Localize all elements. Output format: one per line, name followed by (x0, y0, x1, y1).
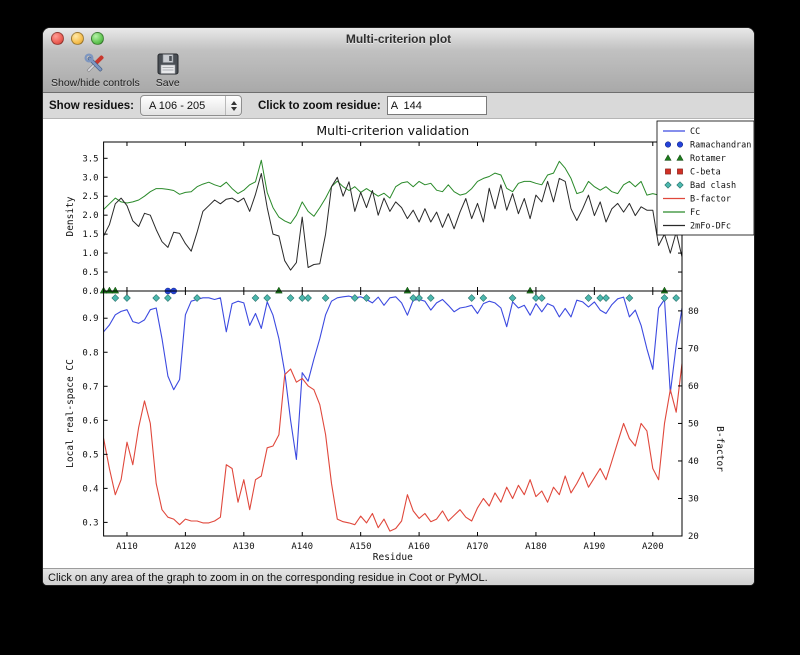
svg-text:A200: A200 (642, 542, 664, 552)
svg-text:A180: A180 (525, 542, 547, 552)
title-bar[interactable]: Multi-criterion plot (43, 28, 754, 50)
toolbar-divider (43, 92, 754, 93)
svg-text:A110: A110 (116, 542, 138, 552)
svg-text:Ramachandran: Ramachandran (690, 141, 751, 151)
svg-text:0.9: 0.9 (82, 314, 98, 324)
svg-text:CC: CC (690, 127, 700, 137)
svg-text:Multi-criterion validation: Multi-criterion validation (316, 123, 469, 138)
svg-text:0.8: 0.8 (82, 348, 98, 358)
toolbar: Show/hide controls Save (43, 49, 754, 92)
svg-text:Density: Density (65, 196, 76, 236)
show-residues-popup[interactable]: A 106 - 205 (140, 95, 242, 116)
floppy-disk-icon (154, 51, 182, 77)
svg-text:A150: A150 (350, 542, 372, 552)
svg-text:40: 40 (688, 457, 699, 467)
status-bar: Click on any area of the graph to zoom i… (43, 568, 754, 585)
show-hide-controls-label: Show/hide controls (51, 77, 140, 89)
svg-text:Bad clash: Bad clash (690, 181, 736, 191)
svg-text:60: 60 (688, 382, 699, 392)
tools-icon (81, 51, 109, 77)
popup-stepper-icon (225, 96, 241, 115)
svg-text:0.7: 0.7 (82, 382, 98, 392)
svg-text:0.3: 0.3 (82, 518, 98, 528)
svg-text:0.0: 0.0 (82, 287, 98, 297)
minimize-button[interactable] (71, 32, 84, 45)
svg-text:1.5: 1.5 (82, 230, 98, 240)
controls-bar: Show residues: A 106 - 205 Click to zoom… (43, 93, 754, 119)
show-residues-value: A 106 - 205 (149, 99, 206, 112)
svg-text:2.0: 2.0 (82, 211, 98, 221)
svg-text:Fc: Fc (690, 208, 700, 218)
svg-text:0.5: 0.5 (82, 450, 98, 460)
svg-text:A160: A160 (408, 542, 430, 552)
svg-text:A140: A140 (291, 542, 313, 552)
svg-text:Rotamer: Rotamer (690, 154, 726, 164)
svg-text:70: 70 (688, 344, 699, 354)
svg-text:30: 30 (688, 494, 699, 504)
zoom-residue-label: Click to zoom residue: (258, 99, 381, 112)
svg-text:Residue: Residue (373, 552, 413, 563)
svg-text:3.5: 3.5 (82, 154, 98, 164)
svg-text:A120: A120 (175, 542, 197, 552)
svg-text:1.0: 1.0 (82, 249, 98, 259)
save-label: Save (155, 77, 180, 89)
svg-text:0.6: 0.6 (82, 416, 98, 426)
status-text: Click on any area of the graph to zoom i… (48, 572, 488, 584)
close-button[interactable] (51, 32, 64, 45)
svg-text:Local real-space CC: Local real-space CC (65, 359, 76, 468)
svg-text:A170: A170 (467, 542, 489, 552)
svg-text:0.5: 0.5 (82, 268, 98, 278)
svg-text:3.0: 3.0 (82, 173, 98, 183)
show-hide-controls-button[interactable]: Show/hide controls (51, 51, 140, 89)
svg-text:B-factor: B-factor (714, 426, 725, 472)
svg-text:C-beta: C-beta (690, 168, 721, 178)
svg-text:20: 20 (688, 532, 699, 542)
window-title: Multi-criterion plot (345, 31, 452, 46)
save-button[interactable]: Save (154, 51, 182, 89)
plot-figure[interactable]: 0.0 0.5 1.0 1.5 2.0 2.5 3.0 3.5 0.3 0.4 0.5 0.6 0.7 0… (43, 119, 755, 568)
svg-text:A130: A130 (233, 542, 255, 552)
figure-svg[interactable]: 0.0 0.5 1.0 1.5 2.0 2.5 3.0 3.5 0.3 0.4 0.5 0.6 0.7 0… (43, 119, 755, 568)
window-controls (51, 32, 104, 45)
zoom-residue-input[interactable] (386, 96, 487, 115)
svg-text:2.5: 2.5 (82, 192, 98, 202)
zoom-window-button[interactable] (91, 32, 104, 45)
svg-text:A190: A190 (584, 542, 606, 552)
svg-text:80: 80 (688, 307, 699, 317)
svg-text:50: 50 (688, 419, 699, 429)
svg-text:B-factor: B-factor (690, 195, 731, 205)
app-window: Multi-criterion plot S (42, 27, 755, 586)
svg-text:2mFo-DFc: 2mFo-DFc (690, 222, 731, 232)
show-residues-label: Show residues: (49, 99, 134, 112)
svg-text:0.4: 0.4 (82, 484, 98, 494)
